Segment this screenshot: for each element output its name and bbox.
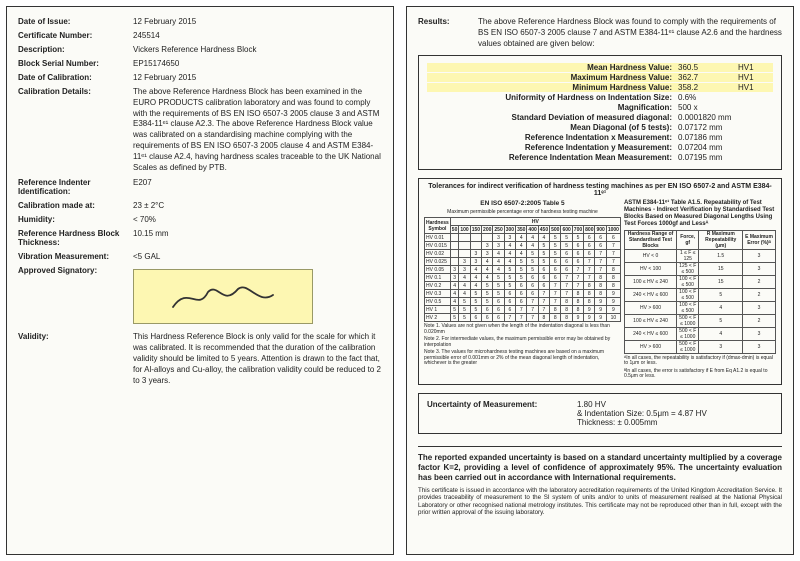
cal-details-label: Calibration Details: bbox=[18, 87, 133, 96]
sd-label: Standard Deviation of measured diagonal: bbox=[453, 113, 678, 122]
vib-label: Vibration Measurement: bbox=[18, 252, 133, 261]
unif-value: 0.6% bbox=[678, 93, 738, 102]
meandiag-label: Mean Diagonal (of 5 tests): bbox=[453, 123, 678, 132]
humidity: < 70% bbox=[133, 215, 382, 224]
unc-indent: & Indentation Size: 0.5μm = 4.87 HV bbox=[577, 409, 773, 418]
validity-label: Validity: bbox=[18, 332, 133, 341]
desc: Vickers Reference Hardness Block bbox=[133, 45, 382, 54]
max-label: Maximum Hardness Value: bbox=[453, 73, 678, 82]
tol-note-r2: ᴮIn all cases, the error is satisfactory… bbox=[624, 369, 776, 380]
cal-details: The above Reference Hardness Block has b… bbox=[133, 87, 382, 173]
refx-label: Reference Indentation x Measurement: bbox=[453, 133, 678, 142]
thick-label: Reference Hardness Block Thickness: bbox=[18, 229, 133, 247]
tol-note-r1: ᴬIn all cases, the repeatability is sati… bbox=[624, 356, 776, 367]
humidity-label: Humidity: bbox=[18, 215, 133, 224]
indenter: E207 bbox=[133, 178, 382, 187]
mag-value: 500 x bbox=[678, 103, 738, 112]
min-value: 358.2 bbox=[678, 83, 738, 92]
results-label: Results: bbox=[418, 17, 478, 49]
validity: This Hardness Reference Block is only va… bbox=[133, 332, 382, 386]
refmean-value: 0.07195 mm bbox=[678, 153, 773, 162]
unc-thick: Thickness: ± 0.005mm bbox=[577, 418, 773, 427]
tol-right-sub: ASTM E384-11ᵉ¹ Table A1.5. Repeatability… bbox=[624, 200, 776, 228]
max-value: 362.7 bbox=[678, 73, 738, 82]
cal-date-label: Date of Calibration: bbox=[18, 73, 133, 82]
tol-note1: Note 1. Values are not given when the le… bbox=[424, 324, 621, 335]
thick: 10.15 mm bbox=[133, 229, 382, 238]
date-issue: 12 February 2015 bbox=[133, 17, 382, 26]
tol-right: ASTM E384-11ᵉ¹ Table A1.5. Repeatability… bbox=[624, 200, 776, 380]
meandiag-value: 0.07172 mm bbox=[678, 123, 773, 132]
tol-note2: Note 2. For intermediate values, the max… bbox=[424, 337, 621, 348]
min-label: Minimum Hardness Value: bbox=[453, 83, 678, 92]
sd-value: 0.0001820 mm bbox=[678, 113, 773, 122]
mean-label: Mean Hardness Value: bbox=[453, 63, 678, 72]
refmean-label: Reference Indentation Mean Measurement: bbox=[453, 153, 678, 162]
footer-bold: The reported expanded uncertainty is bas… bbox=[418, 446, 782, 483]
left-page: Date of Issue:12 February 2015 Certifica… bbox=[6, 6, 394, 555]
results-box: Mean Hardness Value:360.5HV1 Maximum Har… bbox=[418, 55, 782, 170]
footer-small: This certificate is issued in accordance… bbox=[418, 487, 782, 517]
cert-no-label: Certificate Number: bbox=[18, 31, 133, 40]
signature-box bbox=[133, 266, 382, 324]
serial-label: Block Serial Number: bbox=[18, 59, 133, 68]
tol-left-sub2: Maximum permissible percentage error of … bbox=[424, 209, 621, 215]
vib: <5 GAL bbox=[133, 252, 382, 261]
tol-left-table: Hardness SymbolHV50100150200250300350400… bbox=[424, 217, 621, 322]
max-unit: HV1 bbox=[738, 73, 773, 82]
approved-label: Approved Signatory: bbox=[18, 266, 133, 275]
tol-title: Tolerances for indirect verification of … bbox=[424, 183, 776, 197]
uncertainty-box: Uncertainty of Measurement: 1.80 HV & In… bbox=[418, 393, 782, 434]
desc-label: Description: bbox=[18, 45, 133, 54]
unif-label: Uniformity of Hardness on Indentation Si… bbox=[453, 93, 678, 102]
cal-date: 12 February 2015 bbox=[133, 73, 382, 82]
serial: EP15174650 bbox=[133, 59, 382, 68]
cert-no: 245514 bbox=[133, 31, 382, 40]
refy-value: 0.07204 mm bbox=[678, 143, 773, 152]
refy-label: Reference Indentation y Measurement: bbox=[453, 143, 678, 152]
tol-left-sub: EN ISO 6507-2:2005 Table 5 bbox=[424, 200, 621, 207]
indenter-label: Reference Indenter Identification: bbox=[18, 178, 133, 196]
tolerances-box: Tolerances for indirect verification of … bbox=[418, 178, 782, 385]
mag-label: Magnification: bbox=[453, 103, 678, 112]
results-head: The above Reference Hardness Block was f… bbox=[478, 17, 782, 49]
min-unit: HV1 bbox=[738, 83, 773, 92]
cal-at-label: Calibration made at: bbox=[18, 201, 133, 210]
refx-value: 0.07186 mm bbox=[678, 133, 773, 142]
unc-value: 1.80 HV bbox=[577, 400, 773, 409]
right-page: Results: The above Reference Hardness Bl… bbox=[406, 6, 794, 555]
tol-right-table: Hardness Range of Standardised Test Bloc… bbox=[624, 230, 776, 354]
unc-label: Uncertainty of Measurement: bbox=[427, 400, 577, 427]
cal-at: 23 ± 2°C bbox=[133, 201, 382, 210]
mean-unit: HV1 bbox=[738, 63, 773, 72]
signature-icon bbox=[163, 277, 283, 317]
date-issue-label: Date of Issue: bbox=[18, 17, 133, 26]
tol-note3: Note 3. The values for microhardness tes… bbox=[424, 350, 621, 367]
mean-value: 360.5 bbox=[678, 63, 738, 72]
tol-left: EN ISO 6507-2:2005 Table 5 Maximum permi… bbox=[424, 200, 621, 380]
